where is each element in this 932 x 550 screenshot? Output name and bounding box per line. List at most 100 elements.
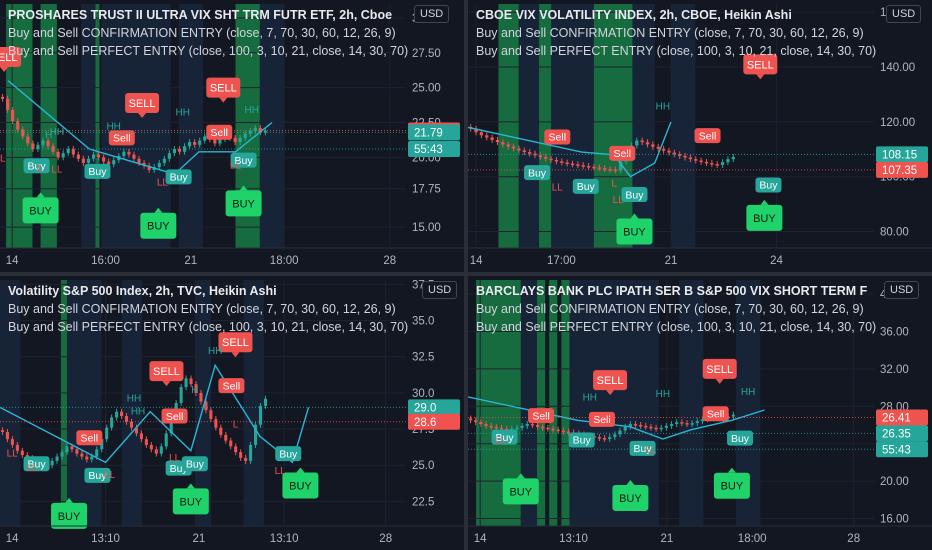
- candle-body: [132, 154, 136, 159]
- candle-body: [690, 423, 694, 425]
- sell-entry-label-group: SELL: [125, 92, 160, 118]
- candle-body: [685, 423, 689, 425]
- candle-body: [97, 154, 101, 158]
- zigzag-line: [468, 121, 672, 178]
- candle-body: [635, 140, 639, 146]
- pane-divider-horizontal[interactable]: [0, 272, 932, 276]
- buy-entry-label-box: [713, 472, 750, 499]
- higher-high-label: HH: [127, 394, 141, 405]
- sell-entry-label-group: SELL: [702, 358, 737, 384]
- candle-body: [581, 165, 585, 167]
- time-tick-label: 21: [661, 533, 674, 545]
- pointer: [138, 112, 147, 118]
- price-label-text: 26.35: [882, 428, 911, 440]
- price-tick-label: 20.00: [880, 476, 909, 488]
- sell-signal-label-group: Sell: [702, 406, 729, 422]
- higher-high-label: H: [45, 130, 52, 141]
- candle-body: [570, 163, 575, 166]
- candle-body: [204, 401, 208, 411]
- candle-body: [21, 129, 25, 137]
- time-tick-label: 21: [665, 255, 678, 267]
- signal-zone: [561, 280, 570, 526]
- buy-signal-label-box: [84, 163, 111, 179]
- time-tick-label: 21: [193, 533, 206, 545]
- candle-body: [51, 146, 55, 152]
- sell-signal-label-group: Sell: [588, 411, 615, 427]
- sell-entry-label-text: SELL: [222, 337, 249, 349]
- buy-signal-label-box: [23, 158, 50, 174]
- price-tick-label: 30.0: [412, 388, 434, 400]
- candle-body: [139, 433, 143, 440]
- price-label-box: [876, 161, 928, 178]
- candle-body: [115, 411, 119, 418]
- candle-body: [0, 430, 5, 432]
- time-tick-label: 14: [470, 255, 483, 267]
- candle-body: [66, 149, 70, 154]
- candle-body: [675, 422, 679, 425]
- candle-body: [602, 168, 607, 170]
- candle-body: [198, 140, 202, 145]
- candle-body: [134, 427, 138, 434]
- higher-high-label: HH: [656, 389, 670, 400]
- time-tick-label: 13:10: [270, 533, 299, 545]
- chart-pane-barclays[interactable]: BARCLAYS BANK PLC IPATH SER B S&P 500 VI…: [468, 276, 932, 550]
- sell-signal-label-box: [218, 378, 245, 394]
- candle-body: [61, 153, 65, 158]
- buy-signal-label-box: [84, 467, 111, 483]
- candle-body: [506, 144, 510, 147]
- candle-body: [628, 424, 632, 427]
- sell-signal-label-box: [694, 128, 721, 144]
- lower-low-label: LL: [169, 453, 181, 464]
- time-tick-label: 21: [184, 255, 197, 267]
- sell-signal-label-group: Sell: [528, 408, 555, 424]
- sell-signal-label-group: Sell: [544, 129, 571, 145]
- candle-body: [218, 139, 222, 144]
- price-tick-label: 120.00: [880, 117, 915, 129]
- buy-signal-label-text: Buy: [88, 166, 107, 178]
- buy-signal-label-group: Buy: [165, 169, 192, 185]
- pointer: [756, 74, 765, 80]
- candle-body: [100, 439, 104, 450]
- chart-canvas: SELLSELLSellSellSellBuyBuyBuyBuyBuyBUYBU…: [0, 276, 464, 550]
- sell-entry-label-group: SELL: [0, 46, 22, 72]
- lower-low-label: LL: [51, 165, 63, 176]
- candle-body: [592, 166, 596, 169]
- currency-button[interactable]: USD: [422, 281, 458, 299]
- candle-body: [41, 140, 45, 145]
- chart-pane-vix-sp500[interactable]: Volatility S&P 500 Index, 2h, TVC, Heiki…: [0, 276, 464, 550]
- candle-body: [704, 161, 709, 164]
- candle-body: [525, 424, 529, 426]
- price-label-box: [876, 441, 928, 458]
- candle-body: [554, 159, 559, 162]
- signal-zone: [121, 280, 143, 526]
- signal-zone: [0, 280, 21, 526]
- currency-button[interactable]: USD: [414, 5, 450, 23]
- candle-body: [81, 158, 85, 163]
- candle-body: [538, 155, 543, 157]
- higher-high-label: HH: [656, 102, 670, 113]
- chart-pane-cboe-vix[interactable]: CBOE VIX VOLATILITY INDEX, 2h, CBOE, Hei…: [468, 0, 932, 272]
- candle-body: [700, 419, 705, 422]
- candle-body: [576, 164, 580, 166]
- candle-body: [234, 446, 238, 453]
- price-label-box: [408, 399, 460, 416]
- candle-body: [659, 427, 663, 430]
- pointer: [219, 97, 228, 103]
- candle-body: [147, 165, 151, 170]
- price-label-box: [876, 146, 928, 163]
- candle-body: [680, 422, 684, 424]
- candle-body: [179, 387, 183, 403]
- lower-low-label: LL: [27, 463, 39, 474]
- candle-body: [644, 425, 648, 428]
- chart-pane-proshares[interactable]: PROSHARES TRUST II ULTRA VIX SHT TRM FUT…: [0, 0, 464, 272]
- sell-entry-label-group: SELL: [206, 77, 241, 103]
- sell-signal-label-box: [161, 408, 188, 424]
- sell-entry-label-box: [0, 46, 22, 67]
- candle-body: [182, 146, 187, 152]
- buy-signal-label-group: Buy: [230, 152, 257, 168]
- candle-body: [6, 98, 10, 110]
- currency-button[interactable]: USD: [884, 281, 920, 299]
- candle-body: [613, 434, 617, 438]
- currency-button[interactable]: USD: [886, 5, 922, 23]
- candle-body: [184, 378, 188, 388]
